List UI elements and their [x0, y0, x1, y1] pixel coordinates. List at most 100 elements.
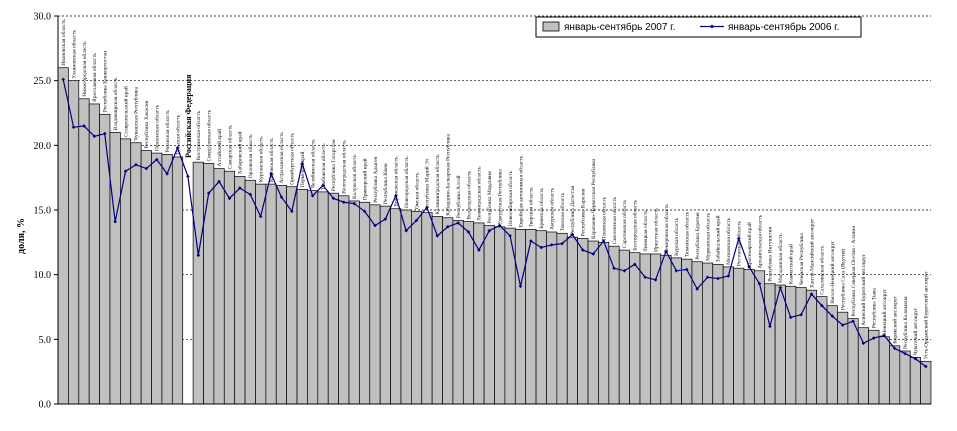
region-label: Ростовская область: [736, 220, 743, 266]
region-label: Республика Ингушетия: [767, 226, 774, 281]
bar: [618, 249, 630, 405]
bar: [556, 232, 568, 405]
point-2006: [861, 341, 866, 346]
point-2006: [82, 124, 86, 128]
region-label: Калужская область: [351, 154, 358, 199]
region-label: Ульяновская область: [70, 30, 77, 79]
region-label: Удмуртская Республика: [496, 169, 503, 225]
bar: [753, 270, 766, 405]
region-label: Республика Северная Осетия - Алания: [850, 226, 857, 317]
bar: [514, 229, 527, 405]
region-label: Архангельская область: [756, 214, 763, 268]
point-2006: [445, 225, 450, 229]
y-tick-label: 0.0: [39, 400, 52, 411]
bar: [57, 67, 69, 405]
bar: [670, 257, 682, 405]
point-2006: [466, 230, 471, 234]
point-2006: [757, 281, 762, 286]
region-label: Корякский авт.округ: [891, 295, 898, 343]
region-label: Усть-Ордынский Бурятский авт.округ: [923, 270, 930, 359]
bar: [88, 103, 100, 405]
point-2006: [882, 333, 887, 338]
region-label: Республика Татарстан: [330, 139, 337, 191]
bar: [379, 205, 391, 405]
bar: [327, 192, 339, 405]
region-label: Республика Хакасия: [143, 100, 150, 148]
point-2006: [279, 195, 284, 199]
region-label: Псковская область: [600, 196, 607, 240]
bar: [462, 221, 475, 405]
region-label: Иркутская область: [652, 208, 659, 252]
region-label: Липецкая область: [642, 210, 649, 252]
point-2006: [71, 125, 76, 130]
bar: [390, 208, 402, 405]
bar: [868, 329, 880, 405]
point-2006: [591, 252, 596, 256]
region-label: Брянская область: [538, 187, 545, 228]
bar: [161, 154, 173, 405]
region-label: Чувашская Республика: [133, 86, 140, 140]
point-2006: [435, 234, 440, 238]
point-2006: [539, 245, 544, 250]
region-label: Кабардино-Балкарская Республика: [445, 133, 452, 215]
bar: [359, 201, 371, 405]
point-2006: [61, 77, 65, 82]
bar: [151, 152, 163, 405]
point-2006: [695, 287, 699, 291]
point-2006: [217, 179, 221, 184]
point-2006: [134, 162, 138, 167]
bar: [99, 113, 111, 405]
point-2006: [102, 131, 107, 136]
point-2006: [342, 200, 346, 205]
region-label: Ивановская область: [60, 19, 67, 66]
region-label: Новгородская область: [403, 156, 410, 208]
bar: [826, 305, 838, 405]
bar: [296, 188, 308, 405]
y-tick-label: 10.0: [34, 270, 52, 281]
point-2006: [664, 249, 668, 254]
bar: [587, 240, 599, 405]
point-2006: [404, 228, 408, 233]
bar: [889, 345, 901, 405]
y-tick-label: 15.0: [34, 206, 52, 217]
point-2006: [487, 228, 492, 233]
region-label: Курганская область: [257, 136, 264, 182]
point-2006: [165, 171, 169, 176]
region-label: Республика Марий Эл: [424, 158, 431, 210]
point-2006: [414, 218, 419, 223]
bar: [702, 262, 714, 405]
point-2006: [768, 324, 772, 329]
bar: [494, 226, 506, 405]
point-2006: [383, 217, 388, 221]
y-tick-label: 5.0: [39, 335, 52, 346]
point-2006: [269, 171, 273, 176]
region-label: Алтайский край: [216, 129, 223, 167]
region-label: Амурская область: [548, 187, 555, 230]
legend-label-2006: январь-сентябрь 2006 г.: [728, 21, 839, 33]
region-label: Саратовская область: [621, 199, 628, 248]
point-2006: [653, 278, 658, 282]
bar: [733, 267, 745, 405]
point-2006: [113, 219, 117, 224]
bar: [660, 254, 672, 405]
point-2006: [788, 315, 793, 320]
point-2006: [913, 356, 918, 361]
region-label: Ямало-Ненецкий авт.округ: [829, 240, 836, 304]
bar: [816, 296, 828, 405]
point-2006: [477, 248, 481, 252]
bar: [566, 236, 578, 405]
point-2006: [123, 169, 128, 173]
point-2006: [227, 196, 232, 201]
region-label: Приморский край: [361, 158, 368, 200]
region-label: Красноярский край: [746, 222, 753, 267]
point-2006: [851, 319, 855, 324]
region-label: Республика Башкортостан: [102, 51, 109, 113]
point-2006: [529, 239, 533, 243]
point-2006: [601, 239, 606, 243]
region-label: Свердловская область: [205, 109, 212, 161]
region-label: Ненецкий авт.округ: [881, 288, 888, 335]
bar: [442, 217, 454, 405]
region-label: Тверская область: [528, 187, 535, 228]
point-2006: [154, 157, 159, 162]
